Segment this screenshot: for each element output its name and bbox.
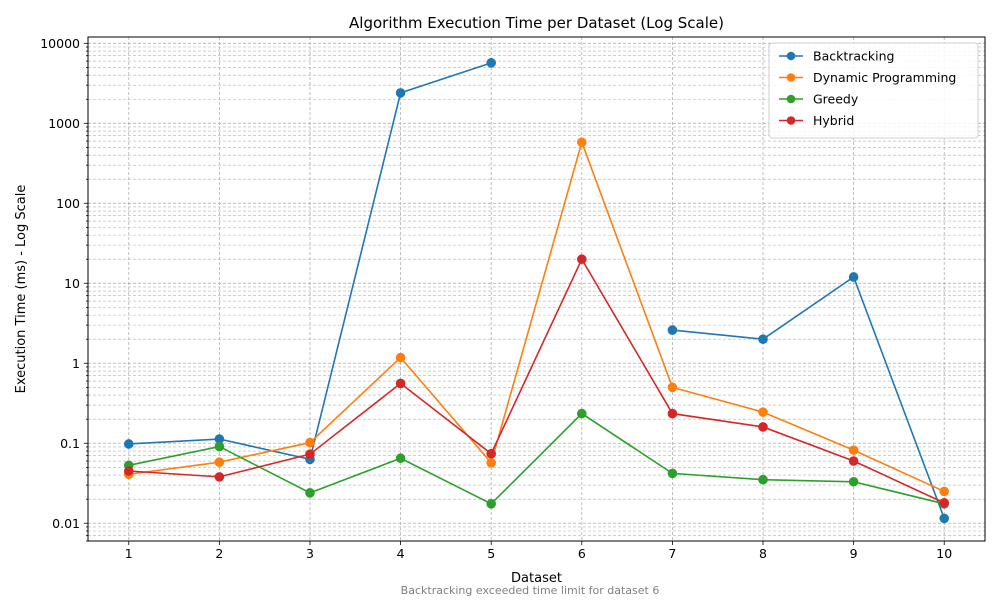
- data-point: [939, 513, 950, 524]
- series-line: [128, 412, 945, 505]
- data-point: [667, 382, 678, 393]
- data-point: [758, 422, 768, 432]
- x-tick-label: 8: [759, 546, 767, 561]
- y-tick-label: 10: [64, 276, 80, 291]
- data-point: [577, 408, 587, 419]
- series-0: [123, 58, 950, 524]
- x-tick-label: 7: [668, 546, 676, 561]
- data-point: [214, 457, 225, 467]
- legend-label: Dynamic Programming: [813, 70, 956, 85]
- data-point: [395, 453, 406, 464]
- y-tick-label: 1: [72, 356, 80, 371]
- data-point: [848, 476, 859, 487]
- data-point: [214, 441, 225, 452]
- legend-marker: [786, 94, 796, 104]
- series-2: [123, 408, 950, 509]
- data-point: [848, 272, 859, 282]
- data-point: [939, 486, 950, 497]
- data-point: [758, 334, 768, 345]
- x-tick-label: 4: [397, 546, 405, 561]
- chart-title: Algorithm Execution Time per Dataset (Lo…: [349, 14, 724, 32]
- data-point: [486, 58, 496, 68]
- data-point: [305, 488, 315, 498]
- data-point: [305, 437, 315, 448]
- series-1: [123, 137, 950, 497]
- x-tick-label: 2: [215, 546, 223, 561]
- y-tick-label: 10000: [40, 36, 80, 51]
- plot-frame: [87, 36, 986, 542]
- data-point: [667, 325, 678, 335]
- x-tick-label: 5: [487, 546, 495, 561]
- x-tick-label: 1: [125, 546, 133, 561]
- x-axis: 1 2 3 4 5 6 7 8 9 10: [125, 541, 952, 561]
- data-point: [577, 254, 587, 265]
- series-line: [128, 257, 945, 504]
- data-point: [667, 408, 678, 419]
- data-point: [486, 499, 496, 509]
- legend-box: [768, 42, 979, 139]
- series-3: [123, 254, 950, 508]
- y-tick-label: 0.1: [60, 436, 80, 451]
- data-point: [667, 468, 678, 479]
- series-layer: [123, 58, 950, 524]
- data-point: [123, 439, 134, 449]
- series-line: [672, 275, 945, 519]
- data-point: [848, 445, 859, 455]
- data-point: [214, 472, 225, 482]
- x-tick-label: 9: [850, 546, 858, 561]
- x-tick-label: 3: [306, 546, 314, 561]
- data-point: [577, 137, 587, 148]
- data-point: [395, 352, 406, 363]
- series-line: [128, 139, 945, 493]
- y-tick-label: 1000: [48, 116, 80, 131]
- x-tick-label: 6: [578, 546, 586, 561]
- data-point: [305, 449, 315, 460]
- y-axis-label: Execution Time (ms) - Log Scale: [14, 185, 29, 394]
- data-point: [123, 466, 134, 476]
- data-point: [395, 378, 406, 389]
- legend-marker: [786, 51, 796, 61]
- legend-marker: [786, 73, 796, 82]
- footnote-annotation: Backtracking exceeded time limit for dat…: [401, 584, 660, 597]
- legend-marker: [786, 116, 796, 125]
- data-point: [848, 456, 859, 466]
- data-point: [486, 448, 496, 459]
- legend-label: Backtracking: [813, 49, 895, 64]
- data-point: [758, 474, 768, 485]
- x-axis-label: Dataset: [511, 571, 562, 586]
- legend-label: Greedy: [813, 92, 859, 107]
- data-point: [758, 407, 768, 417]
- legend: Backtracking Dynamic Programming Greedy Hyb…: [768, 42, 979, 139]
- data-point: [395, 88, 406, 98]
- data-point: [486, 457, 496, 468]
- y-tick-label: 100: [56, 196, 80, 211]
- legend-label: Hybrid: [813, 113, 854, 128]
- x-tick-label: 10: [936, 546, 952, 561]
- y-axis: 0.01 0.1 1 10 100 1000 10000: [40, 36, 88, 542]
- y-tick-label: 0.01: [52, 516, 80, 531]
- data-point: [939, 498, 950, 508]
